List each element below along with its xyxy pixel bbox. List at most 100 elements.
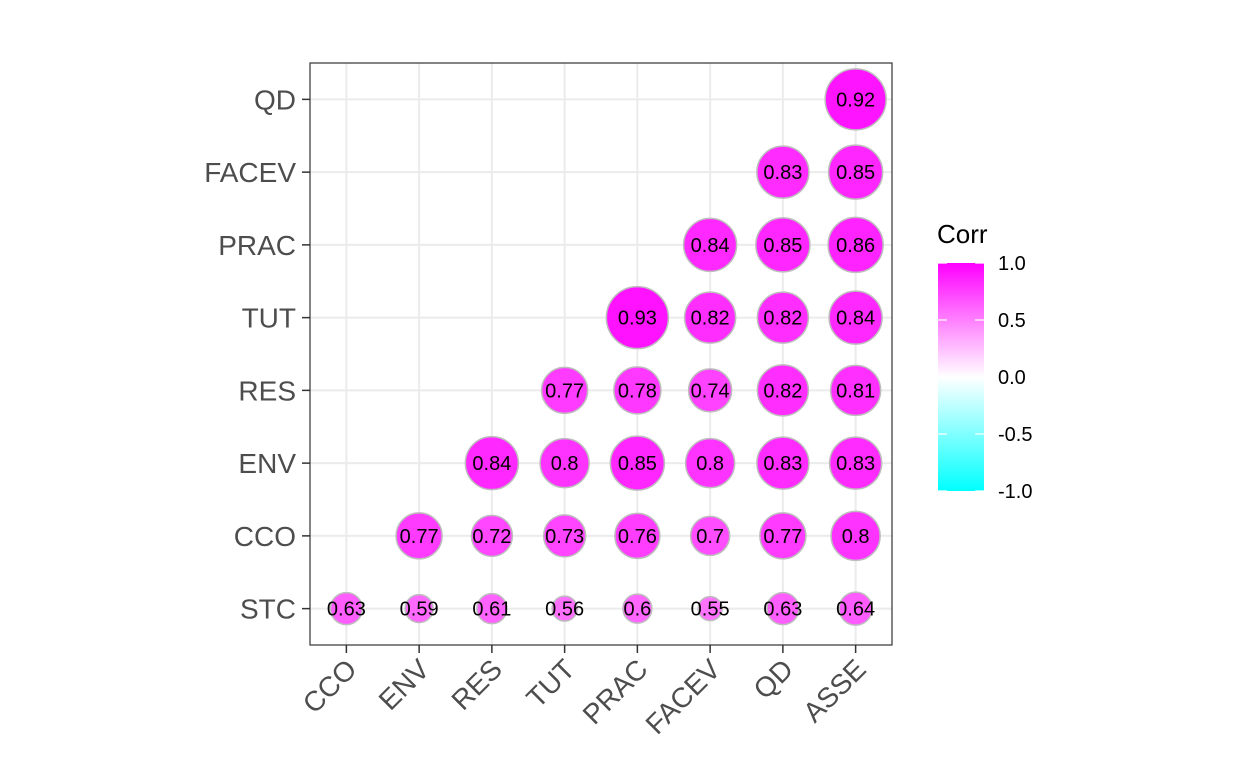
correlation-circle xyxy=(824,68,887,131)
correlation-cell: 0.74 xyxy=(687,368,733,413)
correlation-circle xyxy=(684,437,736,489)
correlation-value-label: 0.7 xyxy=(696,526,724,548)
correlation-value-label: 0.63 xyxy=(763,599,802,621)
correlation-value-label: 0.74 xyxy=(691,380,730,402)
correlation-cell: 0.84 xyxy=(828,290,883,345)
correlation-cell: 0.82 xyxy=(756,291,810,344)
correlation-circle xyxy=(830,510,881,562)
correlation-value-label: 0.92 xyxy=(836,89,875,111)
correlation-circle xyxy=(329,591,364,626)
correlation-value-label: 0.84 xyxy=(691,235,730,257)
x-tick-label: CCO xyxy=(297,653,363,719)
correlation-cells: 0.63 0.59 0.61 0.56 0.6 0.55 0.63 0.64 0.77 0.72 0… xyxy=(327,68,887,626)
correlation-circle xyxy=(766,591,800,626)
correlation-value-label: 0.78 xyxy=(618,380,657,402)
correlation-cell: 0.63 xyxy=(327,591,366,626)
correlation-value-label: 0.83 xyxy=(763,162,802,184)
legend-tick-label: -0.5 xyxy=(998,424,1032,446)
correlation-circle xyxy=(542,514,587,558)
x-tick-label: TUT xyxy=(520,653,580,713)
y-tick-label: FACEV xyxy=(204,157,296,188)
correlation-circle xyxy=(539,437,590,489)
correlation-cell: 0.76 xyxy=(614,512,661,560)
correlation-cell: 0.64 xyxy=(836,591,875,626)
correlation-cell: 0.77 xyxy=(395,512,443,560)
color-legend: Corr 1.0 0.5 0.0 -0.5 -1.0 xyxy=(937,219,1032,503)
y-tick-label: QD xyxy=(254,84,296,115)
correlation-cell: 0.85 xyxy=(609,435,666,491)
correlation-cell: 0.6 xyxy=(622,593,653,624)
correlation-value-label: 0.8 xyxy=(696,453,724,475)
grid-lines xyxy=(310,63,892,645)
legend-tick-label: 1.0 xyxy=(998,253,1026,275)
correlation-value-label: 0.77 xyxy=(545,380,584,402)
correlation-cell: 0.73 xyxy=(542,514,587,558)
legend-tick-label: -1.0 xyxy=(998,481,1032,503)
correlation-cell: 0.72 xyxy=(470,514,514,558)
correlation-cell: 0.77 xyxy=(540,366,589,415)
correlation-cell: 0.83 xyxy=(756,436,810,490)
correlation-cell: 0.55 xyxy=(691,595,730,622)
y-tick-label: STC xyxy=(240,594,296,625)
y-tick-label: ENV xyxy=(238,448,296,479)
x-tick-label: RES xyxy=(445,653,508,716)
correlation-cell: 0.63 xyxy=(763,591,802,626)
correlation-circle xyxy=(689,515,731,557)
correlation-circle xyxy=(838,591,873,626)
x-tick-label: ENV xyxy=(373,653,436,716)
correlation-cell: 0.93 xyxy=(605,285,670,350)
correlation-circle xyxy=(683,291,737,344)
correlation-value-label: 0.93 xyxy=(618,308,657,330)
correlation-value-label: 0.77 xyxy=(763,526,802,548)
correlation-value-label: 0.85 xyxy=(618,453,657,475)
correlation-circle xyxy=(609,435,666,491)
correlation-cell: 0.86 xyxy=(827,216,884,274)
correlation-value-label: 0.6 xyxy=(623,599,651,621)
correlation-value-label: 0.64 xyxy=(836,599,875,621)
correlation-cell: 0.59 xyxy=(400,593,439,624)
correlation-circle xyxy=(682,217,738,273)
x-tick-label: FACEV xyxy=(640,653,727,740)
correlation-circle xyxy=(687,368,733,413)
correlation-circle xyxy=(829,364,882,417)
correlation-cell: 0.61 xyxy=(472,592,511,625)
correlation-cell: 0.77 xyxy=(759,512,807,560)
correlation-value-label: 0.81 xyxy=(836,380,875,402)
legend-ticks: 1.0 0.5 0.0 -0.5 -1.0 xyxy=(938,253,1032,503)
correlation-cell: 0.78 xyxy=(613,366,662,415)
correlation-circle xyxy=(540,366,589,415)
correlation-circle xyxy=(476,592,508,625)
correlation-circle xyxy=(613,366,662,415)
correlation-cell: 0.82 xyxy=(683,291,737,344)
legend-tick-label: 0.5 xyxy=(998,310,1026,332)
y-tick-label: PRAC xyxy=(218,230,296,261)
y-tick-label: RES xyxy=(238,375,296,406)
correlation-value-label: 0.82 xyxy=(763,380,802,402)
correlation-value-label: 0.73 xyxy=(545,526,584,548)
correlation-cell: 0.85 xyxy=(827,144,884,200)
correlation-value-label: 0.82 xyxy=(763,308,802,330)
correlation-cell: 0.84 xyxy=(682,217,738,273)
correlation-cell: 0.82 xyxy=(756,364,810,417)
correlation-circle xyxy=(756,436,810,490)
correlation-circle xyxy=(755,217,811,273)
correlation-value-label: 0.83 xyxy=(836,453,875,475)
correlation-value-label: 0.8 xyxy=(842,526,870,548)
correlation-circle xyxy=(756,291,810,344)
correlation-value-label: 0.82 xyxy=(691,308,730,330)
correlation-circle xyxy=(605,285,670,350)
correlation-circle xyxy=(756,364,810,417)
correlation-value-label: 0.85 xyxy=(763,235,802,257)
correlation-value-label: 0.8 xyxy=(551,453,579,475)
correlation-cell: 0.83 xyxy=(756,145,810,199)
correlation-value-label: 0.85 xyxy=(836,162,875,184)
correlation-value-label: 0.63 xyxy=(327,599,366,621)
legend-tick-label: 0.0 xyxy=(998,367,1026,389)
y-tick-label: CCO xyxy=(234,521,296,552)
correlation-cell: 0.92 xyxy=(824,68,887,131)
correlation-value-label: 0.84 xyxy=(472,453,511,475)
correlation-circle xyxy=(827,216,884,274)
correlation-cell: 0.56 xyxy=(545,595,584,622)
correlation-cell: 0.81 xyxy=(829,364,882,417)
correlation-value-label: 0.86 xyxy=(836,235,875,257)
